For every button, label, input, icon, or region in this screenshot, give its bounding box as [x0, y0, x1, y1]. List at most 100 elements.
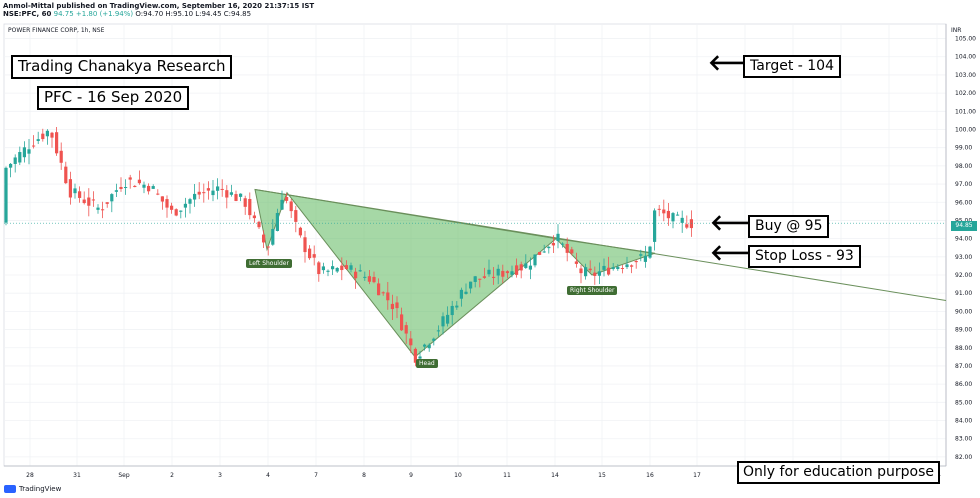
publisher-line: Anmol-Mittal published on TradingView.co…: [3, 2, 315, 10]
candle-body: [266, 246, 270, 248]
candle-body: [505, 271, 509, 274]
candle-body: [657, 208, 661, 210]
candle-body: [602, 265, 606, 270]
note-buy: Buy @ 95: [748, 215, 830, 238]
candle-body: [395, 302, 399, 309]
candle-body: [473, 276, 477, 282]
y-tick-label: 88.00: [955, 345, 972, 352]
x-tick-label: 4: [266, 472, 270, 479]
candle-body: [220, 188, 224, 190]
candle-body: [133, 185, 137, 188]
candle-body: [335, 267, 339, 272]
candle-body: [551, 242, 555, 246]
y-tick-label: 92.00: [955, 272, 972, 279]
last-price: 94.75: [53, 10, 74, 18]
label-head: Head: [416, 359, 438, 368]
candle-body: [639, 254, 643, 256]
candle-body: [82, 199, 86, 204]
candle-body: [689, 219, 693, 229]
candle-body: [413, 348, 417, 363]
candle-body: [427, 344, 431, 349]
candle-body: [321, 266, 325, 271]
candle-body: [446, 314, 450, 324]
y-tick-label: 100.00: [955, 126, 976, 133]
candle-body: [441, 316, 445, 327]
candle-body: [344, 265, 348, 270]
candle-body: [45, 130, 49, 137]
candle-body: [524, 263, 528, 268]
y-tick-label: 101.00: [955, 108, 976, 115]
x-tick-label: 28: [26, 472, 34, 479]
candle-body: [630, 265, 634, 267]
candle-body: [607, 267, 611, 275]
y-tick-label: 96.00: [955, 199, 972, 206]
candle-body: [349, 265, 353, 270]
candle-body: [114, 190, 118, 192]
candle-body: [50, 132, 54, 138]
y-tick-label: 102.00: [955, 90, 976, 97]
candle-body: [234, 194, 238, 201]
x-tick-label: 9: [409, 472, 413, 479]
candle-body: [96, 207, 100, 210]
ohlc-values: O:94.70 H:95.10 L:94.45 C:94.85: [135, 10, 252, 18]
candle-body: [257, 221, 261, 228]
y-tick-label: 85.00: [955, 399, 972, 406]
candle-body: [542, 251, 546, 253]
candle-body: [570, 249, 574, 254]
candle-body: [680, 217, 684, 223]
y-tick-label: 90.00: [955, 308, 972, 315]
candle-body: [496, 268, 500, 276]
y-tick-label: 98.00: [955, 163, 972, 170]
candle-body: [331, 266, 335, 270]
y-tick-label: 89.00: [955, 327, 972, 334]
candle-body: [340, 265, 344, 271]
y-tick-label: 99.00: [955, 145, 972, 152]
candle-body: [372, 276, 376, 283]
candle-body: [193, 193, 197, 200]
x-tick-label: 10: [454, 472, 462, 479]
candle-body: [574, 261, 578, 264]
candle-body: [22, 147, 26, 158]
candle-body: [280, 199, 284, 210]
candle-body: [119, 186, 123, 189]
candle-body: [225, 190, 229, 198]
candle-body: [363, 276, 367, 278]
candle-body: [538, 251, 542, 255]
candle-body: [482, 276, 486, 278]
y-tick-label: 84.00: [955, 418, 972, 425]
x-tick-label: 31: [73, 472, 81, 479]
candle-body: [648, 246, 652, 258]
candle-body: [142, 184, 146, 188]
candle-body: [137, 179, 141, 184]
candle-body: [211, 190, 215, 196]
candle-body: [643, 255, 647, 262]
candle-body: [317, 262, 321, 275]
candle-body: [478, 278, 482, 280]
candle-body: [685, 224, 689, 228]
candle-body: [183, 203, 187, 208]
x-tick-label: Sep: [118, 472, 130, 479]
candle-body: [528, 265, 532, 270]
candle-body: [170, 205, 174, 210]
candle-body: [165, 199, 169, 208]
currency-label: INR: [951, 27, 962, 34]
y-tick-label: 97.00: [955, 181, 972, 188]
candle-body: [455, 305, 459, 308]
candle-body: [653, 210, 657, 242]
candle-body: [206, 188, 210, 191]
y-tick-label: 105.00: [955, 36, 976, 43]
candle-body: [464, 291, 468, 294]
candle-body: [248, 198, 252, 216]
x-tick-label: 3: [218, 472, 222, 479]
candle-body: [156, 193, 160, 195]
candle-body: [381, 292, 385, 294]
candle-body: [404, 325, 408, 334]
candle-body: [303, 237, 307, 253]
candle-body: [390, 303, 394, 310]
price-change: +1.80 (+1.94%): [75, 10, 134, 18]
x-tick-label: 16: [646, 472, 654, 479]
candle-body: [55, 132, 59, 154]
candle-body: [625, 264, 629, 268]
y-tick-label: 83.00: [955, 436, 972, 443]
candle-body: [78, 191, 82, 198]
